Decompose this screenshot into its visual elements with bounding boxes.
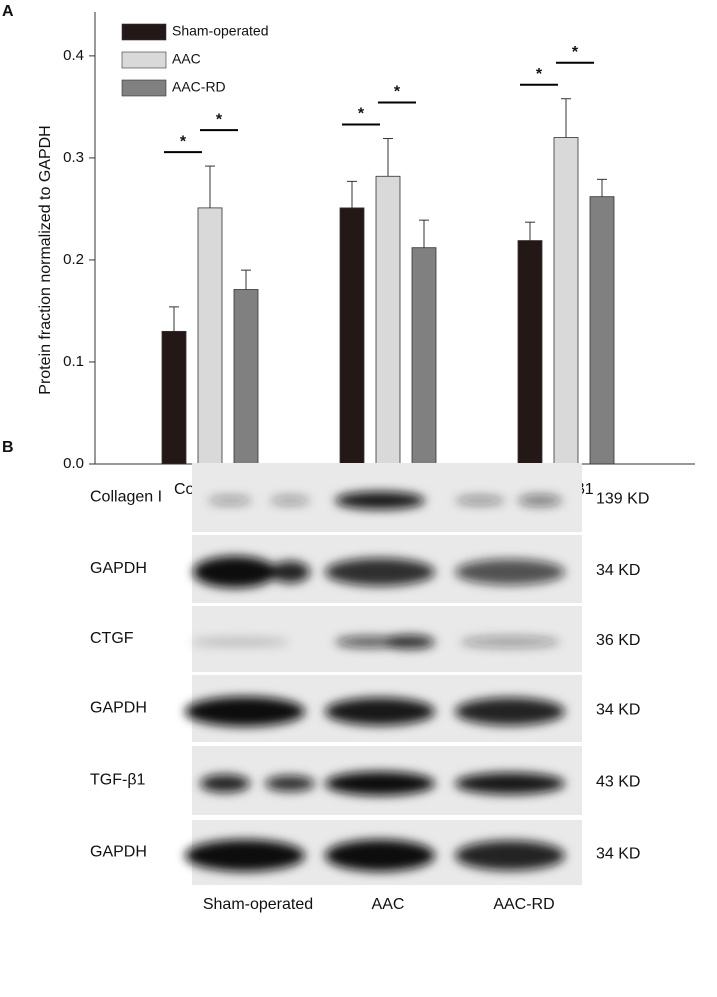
blot-size-label: 139 KD (596, 491, 649, 508)
blot-bands (185, 696, 565, 727)
blot-size-label: 43 KD (596, 774, 640, 791)
blot-band (325, 771, 435, 796)
legend-label: AAC (172, 51, 201, 67)
blot-band (325, 558, 435, 586)
legend-swatch (121, 51, 167, 69)
blot-band (190, 637, 290, 647)
blot-size-label: 34 KD (596, 562, 640, 579)
blot-band (518, 494, 562, 507)
legend-swatch (121, 23, 167, 41)
significance-label: * (216, 111, 223, 128)
blot-protein-label: GAPDH (90, 700, 147, 717)
blot-band (185, 696, 305, 727)
blot-bands (200, 771, 565, 796)
blot-protein-label: TGF-β1 (90, 772, 146, 789)
blot-protein-label: CTGF (90, 630, 134, 647)
significance-label: * (180, 133, 187, 150)
blot-bands (208, 491, 562, 510)
blot-bands (185, 839, 565, 872)
blot-band (193, 556, 277, 588)
blot-band (455, 495, 505, 506)
significance-label: * (358, 106, 365, 123)
blot-lane-label: AAC-RD (493, 896, 554, 913)
blot-band (325, 697, 435, 726)
significance-label: * (536, 66, 543, 83)
bar (553, 137, 579, 465)
blot-protein-label: GAPDH (90, 560, 147, 577)
y-tick-label: 0.1 (63, 353, 84, 370)
bar (233, 289, 259, 465)
blot-lane-label: Sham-operated (203, 896, 313, 913)
bar (589, 196, 615, 465)
y-tick-label: 0.0 (63, 455, 84, 472)
blot-band (325, 839, 435, 872)
blot-band (335, 491, 425, 510)
blot-band (455, 697, 565, 726)
blot-band (208, 495, 252, 506)
blot-band (270, 495, 310, 506)
y-tick-label: 0.3 (63, 149, 84, 166)
legend-label: Sham-operated (172, 23, 269, 39)
legend-label: AAC-RD (172, 79, 226, 95)
bar (161, 330, 187, 465)
blot-band (265, 775, 315, 792)
blot-size-label: 34 KD (596, 702, 640, 719)
bar (339, 207, 365, 465)
bar (197, 207, 223, 465)
blot-size-label: 34 KD (596, 846, 640, 863)
significance-label: * (394, 84, 401, 101)
blot-band (270, 561, 310, 583)
panel-label: A (2, 3, 14, 20)
blot-protein-label: Collagen I (90, 489, 162, 506)
blot-size-label: 36 KD (596, 632, 640, 649)
bar (411, 247, 437, 465)
y-axis-label: Protein fraction normalized to GAPDH (37, 125, 54, 394)
blot-band (200, 774, 250, 793)
blot-band (385, 635, 435, 649)
blot-band (455, 559, 565, 585)
blot-band (455, 772, 565, 795)
blot-bands (193, 556, 565, 588)
legend-swatch (121, 79, 167, 97)
blot-lane-label: AAC (372, 896, 405, 913)
blot-bands (190, 635, 560, 649)
y-tick-label: 0.2 (63, 251, 84, 268)
panel-label: B (2, 439, 14, 456)
blot-band (185, 839, 305, 872)
significance-label: * (572, 44, 579, 61)
blot-band (460, 636, 560, 648)
bar (517, 240, 543, 465)
blot-band (455, 840, 565, 871)
y-tick-label: 0.4 (63, 47, 84, 64)
bar (375, 175, 401, 465)
blot-protein-label: GAPDH (90, 844, 147, 861)
